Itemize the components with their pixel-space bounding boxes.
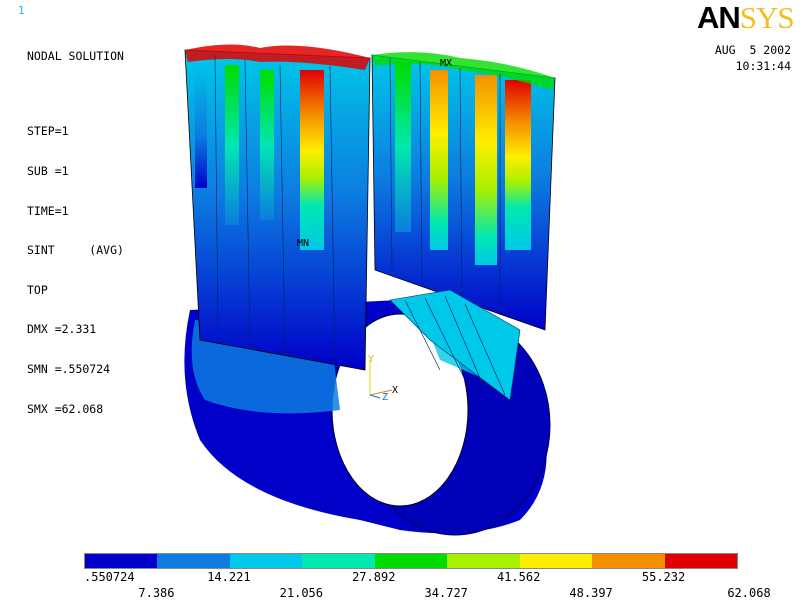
legend-value: 62.068	[727, 586, 771, 600]
axis-x-label: X	[392, 385, 398, 396]
legend-swatch	[302, 554, 375, 568]
smn-label: SMN =.550724	[27, 362, 111, 377]
legend-value: 14.221	[207, 570, 251, 584]
max-marker: MX	[440, 58, 452, 69]
sint-label: SINT (AVG)	[27, 243, 124, 258]
legend-swatch	[519, 554, 593, 568]
contour-legend	[84, 553, 738, 569]
legend-value: 34.727	[424, 586, 468, 600]
legend-swatch	[85, 554, 158, 568]
sub-label: SUB =1	[27, 164, 69, 179]
legend-swatch	[447, 554, 520, 568]
legend-value: 7.386	[138, 586, 175, 600]
window-number: 1	[18, 4, 25, 17]
solution-info: NODAL SOLUTION STEP=1 SUB =1 TIME=1 SINT…	[27, 24, 124, 442]
timestamp: AUG 5 2002 10:31:44	[715, 42, 791, 74]
left-post	[184, 44, 371, 371]
legend-value: 21.056	[279, 586, 324, 600]
step-label: STEP=1	[27, 124, 69, 139]
legend-swatch	[592, 554, 665, 568]
time-label: 10:31:44	[735, 59, 791, 73]
legend-swatch	[157, 554, 230, 568]
smx-label: SMX =62.068	[27, 401, 104, 416]
legend-value: 55.232	[641, 570, 686, 584]
right-post	[371, 52, 556, 331]
axis-triad: Y Z X	[368, 354, 398, 403]
axis-y-label: Y	[368, 354, 374, 365]
min-marker: MN	[297, 238, 309, 249]
solution-title: NODAL SOLUTION	[27, 49, 124, 64]
legend-value: 27.892	[352, 570, 396, 584]
ansys-logo: ANSYS	[697, 0, 795, 35]
dmx-label: DMX =2.331	[27, 322, 97, 337]
legend-swatch	[229, 554, 303, 568]
legend-value: .550724	[84, 570, 135, 584]
legend-swatch	[664, 554, 737, 568]
legend-swatch	[374, 554, 448, 568]
gusset-fins	[389, 289, 521, 401]
legend-value: 48.397	[569, 586, 613, 600]
axis-z-label: Z	[382, 392, 388, 403]
date-label: AUG 5 2002	[714, 43, 791, 57]
top-label: TOP	[27, 282, 48, 297]
legend-value: 41.562	[496, 570, 541, 584]
time-label: TIME=1	[27, 203, 69, 218]
